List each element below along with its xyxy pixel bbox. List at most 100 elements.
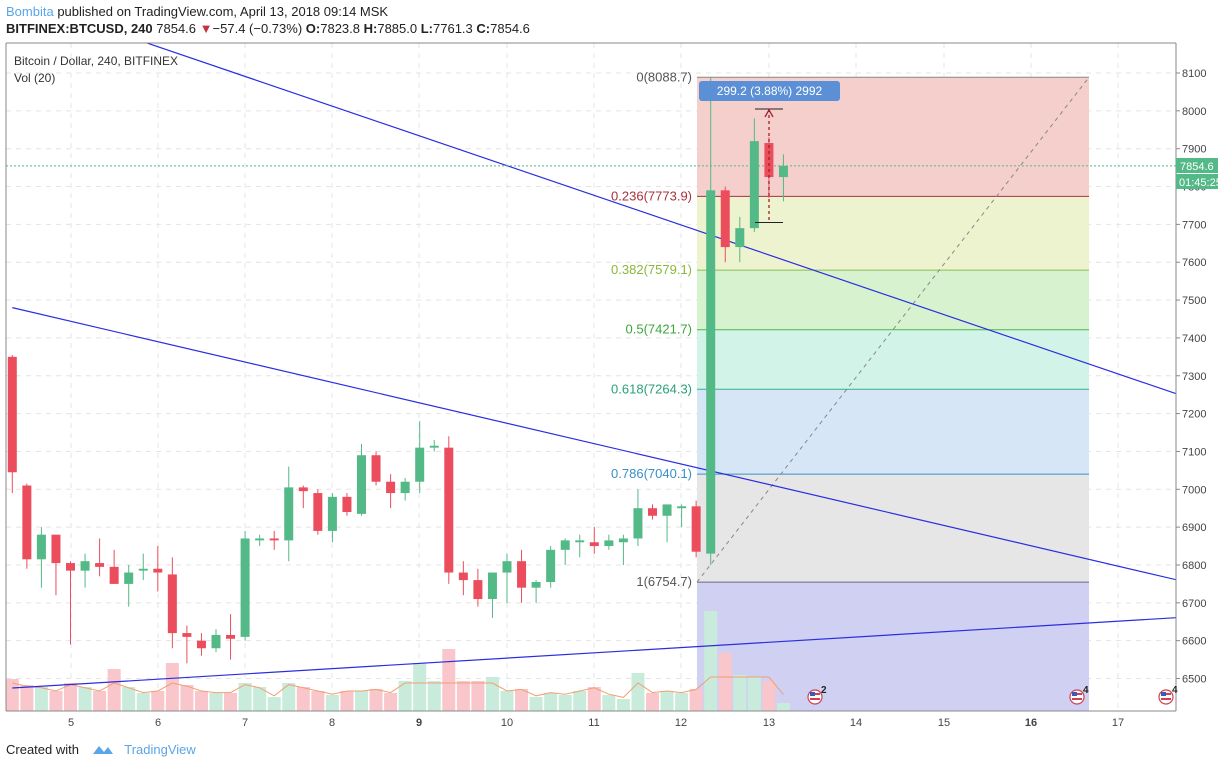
- volume-bar: [515, 689, 529, 711]
- x-tick-label: 10: [501, 717, 513, 729]
- y-tick-label: 6600: [1182, 636, 1206, 648]
- price-tag: 7854.6 01:45:25: [1176, 158, 1222, 189]
- volume-bar: [762, 681, 776, 711]
- fib-zone: [697, 582, 1089, 711]
- candle-body: [560, 540, 570, 550]
- candle-body: [429, 445, 439, 448]
- volume-bar: [689, 689, 703, 711]
- candle-body: [415, 447, 425, 482]
- volume-bar: [529, 697, 543, 711]
- y-tick-label: 7600: [1182, 257, 1206, 269]
- candle-body: [298, 487, 308, 492]
- published-line: Bombita published on TradingView.com, Ap…: [6, 4, 388, 19]
- candle-body: [66, 563, 75, 571]
- footer: Created with TradingView: [6, 742, 196, 757]
- volume-bar: [369, 689, 383, 711]
- volume-bar: [296, 687, 310, 711]
- candle-body: [153, 568, 163, 573]
- overlay: 0(8088.7) 0.236(7773.9) 0.382(7579.1) 0.5(7…: [611, 69, 783, 589]
- y-tick-label: 7300: [1182, 371, 1206, 383]
- y-tick-label: 8000: [1182, 106, 1206, 118]
- x-tick-label: 8: [329, 717, 335, 729]
- volume-bar: [718, 653, 732, 711]
- y-tick-label: 6700: [1182, 598, 1206, 610]
- candle-body: [458, 572, 468, 581]
- legend-volume: Vol (20): [14, 71, 55, 85]
- fib-zone: [697, 474, 1089, 583]
- candle-body: [662, 504, 672, 516]
- volume-bar: [107, 669, 121, 711]
- x-tick-label: 12: [675, 717, 687, 729]
- fib-zone: [697, 196, 1089, 271]
- candle-body: [371, 455, 381, 482]
- fib-level-label: 0.236(7773.9): [611, 188, 692, 203]
- volume-bar: [311, 691, 325, 711]
- event-flag-icon[interactable]: 2: [807, 685, 827, 705]
- event-flag-canton: [810, 692, 815, 696]
- y-tick-label: 7000: [1182, 484, 1206, 496]
- volume-bar: [340, 691, 354, 711]
- candle-body: [531, 582, 541, 588]
- candle-body: [575, 540, 585, 543]
- candle-body: [240, 538, 250, 637]
- fib-trend-line[interactable]: [696, 76, 1090, 583]
- volume-bar: [267, 697, 281, 711]
- volume-bar: [456, 681, 470, 711]
- fib-retracement[interactable]: [696, 76, 1090, 711]
- event-flag-icon[interactable]: 4: [1158, 685, 1178, 705]
- volume-bar: [282, 683, 296, 711]
- volume-bar: [194, 691, 208, 711]
- x-tick-label: 11: [588, 717, 599, 729]
- volume-bar: [471, 681, 485, 711]
- fib-level-label: 0.382(7579.1): [611, 262, 692, 277]
- volume-bar: [93, 691, 107, 711]
- trendline-rising-support[interactable]: [12, 614, 1226, 689]
- y-tick-label: 7700: [1182, 219, 1206, 231]
- low-value: 7761.3: [433, 21, 473, 36]
- trendlines[interactable]: [0, 0, 1226, 689]
- candle-body: [226, 634, 236, 639]
- volume-bar: [209, 693, 223, 711]
- measure-arrow-icon: [764, 108, 774, 118]
- trendline-upper-descending[interactable]: [0, 0, 1226, 414]
- open-value: 7823.8: [320, 21, 360, 36]
- open-label: O:: [305, 21, 321, 36]
- candle-body: [51, 534, 61, 564]
- y-tick-label: 7900: [1182, 144, 1206, 156]
- volume-bar: [78, 687, 92, 711]
- volume-bar: [587, 687, 601, 711]
- fib-zone: [697, 329, 1089, 390]
- volume-bar: [34, 687, 48, 711]
- volume-bar: [122, 687, 136, 711]
- candle-body: [138, 568, 148, 571]
- candle-body: [677, 506, 687, 509]
- ohlc-line: BITFINEX:BTCUSD, 240 7854.6 ▼−57.4 (−0.7…: [6, 21, 530, 36]
- volume-bar: [427, 681, 441, 711]
- candle-body: [284, 487, 294, 541]
- trendline-mid-descending[interactable]: [12, 307, 1226, 594]
- symbol-label: BITFINEX:BTCUSD, 240: [6, 21, 153, 36]
- event-flag-icon[interactable]: 4: [1069, 685, 1089, 705]
- measure-tag: 299.2 (3.88%) 2992: [699, 81, 840, 101]
- candle-body: [167, 574, 177, 634]
- candle-body: [764, 143, 774, 178]
- event-flag-stripe: [810, 698, 820, 700]
- candle-body: [313, 493, 323, 531]
- high-label: H:: [363, 21, 378, 36]
- tradingview-link[interactable]: TradingView: [124, 742, 196, 757]
- candle-body: [517, 561, 527, 588]
- x-tick-label: 17: [1112, 717, 1124, 729]
- price-tag-value: 7854.6: [1180, 161, 1214, 173]
- candle-body: [691, 506, 701, 552]
- volume-bar: [544, 693, 558, 711]
- y-tick-label: 7100: [1182, 446, 1206, 458]
- candle-body: [255, 538, 265, 541]
- x-tick-label: 15: [938, 717, 950, 729]
- candle-body: [778, 165, 788, 178]
- author-name[interactable]: Bombita: [6, 4, 54, 19]
- volume-bar: [20, 685, 34, 711]
- close-value: 7854.6: [490, 21, 530, 36]
- candle-body: [648, 508, 657, 516]
- fib-level-label: 0.786(7040.1): [611, 466, 692, 481]
